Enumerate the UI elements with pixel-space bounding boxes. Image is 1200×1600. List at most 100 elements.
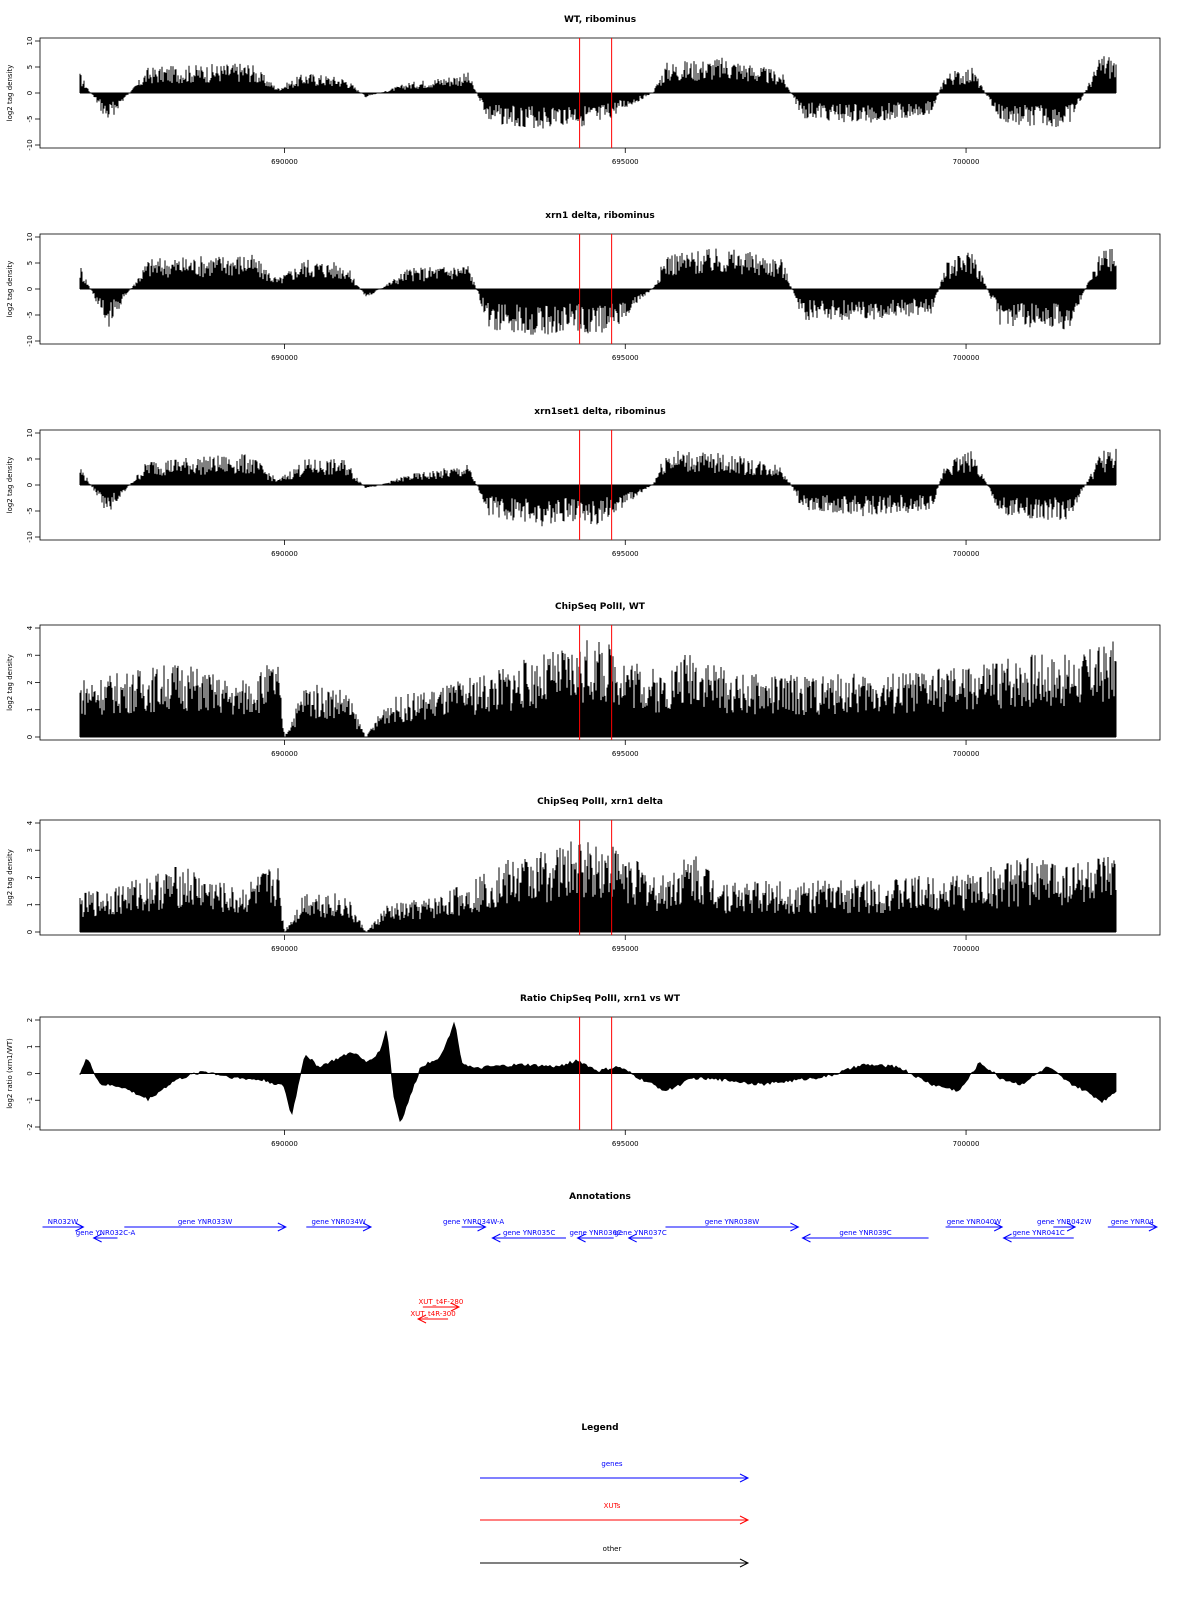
legend-item: genes — [480, 1460, 750, 1483]
panel-title: xrn1 delta, ribominus — [545, 211, 654, 221]
density-bars — [79, 448, 1117, 527]
y-tick-label: -5 — [26, 508, 34, 515]
density-bars — [79, 640, 1117, 737]
arrowhead — [801, 1233, 811, 1243]
y-tick-label: -10 — [26, 531, 34, 542]
x-tick-label: 700000 — [953, 1140, 980, 1148]
gene-feature: gene YNR034W-A — [443, 1218, 504, 1232]
gene-feature: gene YNR037C — [614, 1229, 667, 1243]
annotations-track: Annotations NR032W gene YNR032C-A gene YNR0… — [42, 1192, 1159, 1324]
y-tick-label: 5 — [26, 261, 34, 265]
y-tick-label: 2 — [26, 875, 34, 879]
panel-chip_wt: ChipSeq PolII, WT 0 1 2 3 4 log2 tag density 69… — [6, 602, 1161, 758]
x-tick-label: 700000 — [953, 354, 980, 362]
xut-feature: XUT_t4R-300 — [410, 1310, 456, 1324]
legend-label: other — [603, 1545, 622, 1553]
arrowhead — [576, 1233, 586, 1243]
y-tick-label: 1 — [26, 903, 34, 907]
legend-arrowhead — [739, 1473, 750, 1483]
gene-feature: gene YNR038W — [665, 1218, 800, 1232]
x-tick-label: 690000 — [271, 550, 298, 558]
x-tick-label: 695000 — [612, 1140, 639, 1148]
feature-label: gene YNR034W-A — [443, 1218, 504, 1226]
x-tick-label: 695000 — [612, 750, 639, 758]
x-tick-label: 700000 — [953, 750, 980, 758]
series-marks — [79, 1021, 1117, 1123]
x-tick-label: 700000 — [953, 945, 980, 953]
y-tick-label: 10 — [26, 37, 34, 46]
panel-xrn1set1: xrn1set1 delta, ribominus -10 -5 0 5 10 log2 t… — [6, 407, 1161, 558]
y-tick-label: 1 — [26, 708, 34, 712]
y-tick-label: 5 — [26, 65, 34, 69]
density-bars — [79, 56, 1117, 129]
density-bars — [79, 248, 1117, 335]
arrowhead — [450, 1302, 461, 1312]
x-tick-label: 690000 — [271, 945, 298, 953]
feature-label: gene YNR032C-A — [76, 1229, 136, 1237]
feature-label: gene YNR041C — [1012, 1229, 1064, 1237]
arrowhead — [362, 1222, 373, 1232]
panel-title: WT, ribominus — [564, 15, 636, 25]
y-axis-label: log2 ratio (xrn1/WT) — [6, 1038, 14, 1109]
y-tick-label: -2 — [26, 1124, 34, 1131]
y-tick-label: 0 — [26, 91, 34, 95]
feature-label: gene YNR040W — [947, 1218, 1001, 1226]
y-tick-label: -5 — [26, 312, 34, 319]
feature-label: gene YNR033W — [178, 1218, 232, 1226]
y-axis-label: log2 tag density — [6, 457, 14, 514]
legend-arrowhead — [739, 1558, 750, 1568]
x-tick-label: 695000 — [612, 158, 639, 166]
y-tick-label: 0 — [26, 930, 34, 934]
arrowhead — [790, 1222, 800, 1232]
y-tick-label: 3 — [26, 653, 34, 657]
gene-feature: gene YNR042W — [1037, 1218, 1091, 1232]
gene-feature: gene YNR035C — [491, 1229, 566, 1243]
y-tick-label: 4 — [26, 625, 34, 630]
feature-label: gene YNR036C — [569, 1229, 621, 1237]
feature-label: NR032W — [48, 1218, 78, 1226]
y-tick-label: 0 — [26, 735, 34, 739]
y-tick-label: 10 — [26, 429, 34, 438]
gene-feature: gene YNR036C — [569, 1229, 622, 1243]
y-tick-label: 1 — [26, 1045, 34, 1049]
legend-item: other — [480, 1545, 750, 1568]
panel-chip_xrn1: ChipSeq PolII, xrn1 delta 0 1 2 3 4 log2 tag d… — [6, 797, 1161, 953]
ratio-area — [79, 1021, 1117, 1123]
panel-ratio: Ratio ChipSeq PolII, xrn1 vs WT -2 -1 0 1 2 lo… — [6, 994, 1161, 1148]
y-axis-label: log2 tag density — [6, 654, 14, 711]
y-axis-label: log2 tag density — [6, 65, 14, 122]
legend-title: Legend — [581, 1423, 618, 1433]
feature-label: XUT_t4F-280 — [418, 1298, 463, 1306]
panel-title: Ratio ChipSeq PolII, xrn1 vs WT — [520, 994, 681, 1004]
panel-title: ChipSeq PolII, xrn1 delta — [537, 797, 663, 807]
y-tick-label: 0 — [26, 483, 34, 487]
gene-feature: gene YNR033W — [124, 1218, 287, 1232]
gene-feature: gene YNR032C-A — [76, 1229, 136, 1243]
arrowhead — [1148, 1222, 1159, 1232]
arrowhead — [416, 1314, 427, 1324]
x-tick-label: 700000 — [953, 158, 980, 166]
y-tick-label: 2 — [26, 680, 34, 684]
y-tick-label: -1 — [26, 1097, 34, 1104]
panel-title: xrn1set1 delta, ribominus — [534, 407, 665, 417]
gene-feature: gene YNR039C — [801, 1229, 929, 1243]
gene-feature: gene YNR041C — [1002, 1229, 1074, 1243]
x-tick-label: 695000 — [612, 550, 639, 558]
series-marks — [79, 640, 1117, 737]
x-tick-label: 695000 — [612, 354, 639, 362]
y-tick-label: 10 — [26, 233, 34, 242]
legend-arrowhead — [739, 1515, 750, 1525]
arrowhead — [75, 1222, 85, 1232]
arrowhead — [993, 1222, 1004, 1232]
gene-feature: gene YNR04 — [1107, 1218, 1159, 1232]
x-tick-label: 690000 — [271, 750, 298, 758]
annotations-title: Annotations — [569, 1192, 631, 1202]
feature-label: gene YNR037C — [614, 1229, 666, 1237]
x-tick-label: 690000 — [271, 158, 298, 166]
feature-label: gene YNR038W — [705, 1218, 759, 1226]
y-tick-label: 0 — [26, 287, 34, 291]
legend-label: XUTs — [604, 1502, 621, 1510]
density-bars — [79, 841, 1117, 932]
